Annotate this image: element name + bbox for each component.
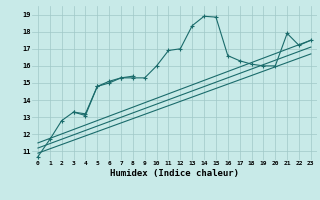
X-axis label: Humidex (Indice chaleur): Humidex (Indice chaleur) — [110, 169, 239, 178]
